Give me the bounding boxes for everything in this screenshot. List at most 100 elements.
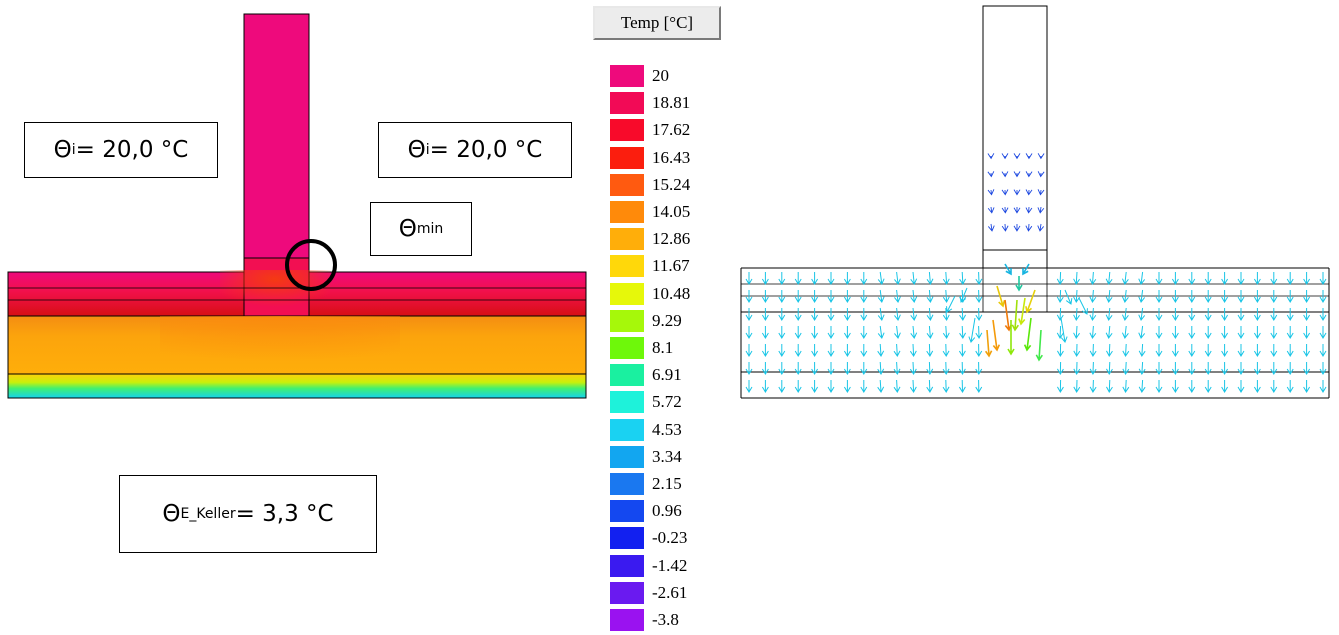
legend-item: 6.91 bbox=[610, 363, 720, 390]
legend-label: 16.43 bbox=[652, 147, 691, 167]
legend-item: 11.67 bbox=[610, 254, 720, 281]
legend-label: -0.23 bbox=[652, 528, 688, 548]
flux-arrow bbox=[1270, 326, 1278, 339]
flux-arrow bbox=[946, 295, 956, 313]
flux-arrow bbox=[975, 289, 983, 303]
flux-arrow bbox=[860, 362, 868, 375]
flux-arrow bbox=[843, 362, 851, 375]
flux-arrow bbox=[942, 361, 950, 375]
flux-arrow bbox=[1121, 289, 1129, 303]
flux-arrow bbox=[1171, 344, 1179, 357]
flux-arrow bbox=[910, 307, 918, 321]
flux-arrow bbox=[1138, 361, 1146, 375]
flux-arrow bbox=[1025, 153, 1033, 160]
flux-arrow bbox=[1155, 380, 1163, 393]
flux-arrow bbox=[1270, 272, 1278, 285]
legend-label: 14.05 bbox=[652, 202, 691, 221]
flux-arrow bbox=[811, 326, 819, 339]
legend-item: 12.86 bbox=[610, 227, 720, 254]
flux-arrow bbox=[1270, 344, 1278, 357]
flux-arrow bbox=[745, 344, 753, 357]
flux-arrow bbox=[909, 361, 917, 375]
flux-arrow bbox=[827, 380, 835, 393]
legend-label: 12.86 bbox=[652, 229, 691, 249]
flux-arrow bbox=[1286, 326, 1294, 339]
flux-arrow bbox=[1037, 223, 1045, 232]
flux-arrow bbox=[1221, 290, 1229, 303]
flux-arrow bbox=[1073, 379, 1081, 393]
flux-arrow bbox=[1237, 362, 1245, 375]
flux-arrow bbox=[987, 206, 995, 214]
flux-arrow bbox=[1286, 308, 1294, 321]
theta-e-keller-label: Θ E_Keller = 3,3 °C bbox=[119, 475, 377, 553]
flux-arrow bbox=[1319, 344, 1327, 357]
legend-item: 5.72 bbox=[610, 390, 720, 417]
temperature-legend: 20 18.81 17.62 16.43 15.24 14.05 12.86 11.67 10.… bbox=[598, 56, 720, 634]
flux-arrow bbox=[877, 343, 885, 357]
flux-arrow bbox=[926, 307, 934, 321]
flux-arrow bbox=[1089, 343, 1097, 357]
legend-label: 8.1 bbox=[652, 338, 674, 357]
flux-arrow bbox=[1204, 272, 1212, 285]
legend-swatch bbox=[610, 500, 644, 523]
flux-arrow bbox=[1138, 307, 1146, 321]
flux-arrow bbox=[959, 325, 967, 339]
flux-arrow bbox=[1303, 362, 1311, 375]
legend-swatch bbox=[610, 309, 644, 332]
flux-arrow bbox=[1013, 171, 1021, 178]
flux-arrow bbox=[1171, 362, 1179, 375]
flux-arrow bbox=[1037, 189, 1045, 196]
flux-arrow bbox=[1319, 290, 1327, 303]
legend-swatch bbox=[610, 554, 644, 577]
flux-arrow bbox=[1015, 276, 1023, 292]
flux-arrow bbox=[1035, 329, 1043, 362]
flux-arrow bbox=[1001, 171, 1009, 178]
flux-arrow bbox=[1011, 299, 1019, 332]
flux-arrow bbox=[1025, 289, 1036, 314]
flux-arrow bbox=[1171, 380, 1179, 393]
flux-arrow bbox=[794, 308, 802, 321]
legend-item: 14.05 bbox=[610, 200, 720, 227]
temperature-field-diagram bbox=[7, 13, 587, 399]
flux-arrow bbox=[1056, 289, 1064, 303]
flux-arrow bbox=[1171, 326, 1179, 339]
flux-arrow bbox=[1253, 308, 1261, 321]
flux-arrow bbox=[1106, 379, 1113, 393]
flux-arrow bbox=[1022, 263, 1030, 276]
flux-arrow bbox=[794, 380, 802, 393]
flux-arrow bbox=[1089, 361, 1097, 375]
flux-arrow bbox=[1286, 380, 1294, 393]
legend-swatch bbox=[610, 473, 644, 495]
flux-arrow bbox=[942, 325, 950, 339]
flux-arrow bbox=[860, 290, 868, 303]
flux-arrow bbox=[1171, 290, 1179, 303]
flux-arrow bbox=[1106, 361, 1113, 375]
legend-label: 3.34 bbox=[652, 446, 682, 466]
flux-arrow bbox=[1001, 206, 1009, 214]
flux-arrow bbox=[1057, 343, 1064, 357]
legend-item: -1.42 bbox=[610, 554, 720, 581]
flux-arrow bbox=[1188, 380, 1196, 393]
flux-arrow bbox=[794, 326, 802, 339]
flux-arrow bbox=[1319, 362, 1327, 375]
flux-arrow bbox=[1056, 271, 1064, 285]
legend-label: 18.81 bbox=[652, 93, 691, 113]
flux-arrow bbox=[794, 290, 802, 303]
flux-arrow bbox=[843, 326, 851, 339]
flux-arrow bbox=[1303, 272, 1311, 285]
flux-arrow bbox=[877, 271, 885, 285]
flux-arrow bbox=[811, 362, 819, 375]
flux-arrow bbox=[1171, 308, 1179, 321]
legend-label: -1.42 bbox=[652, 555, 688, 575]
legend-label: 6.91 bbox=[652, 365, 682, 385]
flux-arrow bbox=[877, 307, 885, 321]
flux-arrow bbox=[778, 272, 786, 285]
flux-arrow bbox=[1089, 271, 1097, 285]
legend-item: 0.96 bbox=[610, 499, 720, 526]
legend-swatch bbox=[610, 92, 644, 115]
flux-arrow bbox=[942, 343, 950, 357]
flux-arrow bbox=[827, 362, 835, 375]
legend-label: 17.62 bbox=[652, 120, 691, 140]
flux-arrow bbox=[1001, 189, 1009, 196]
legend-label: 5.72 bbox=[652, 392, 682, 412]
